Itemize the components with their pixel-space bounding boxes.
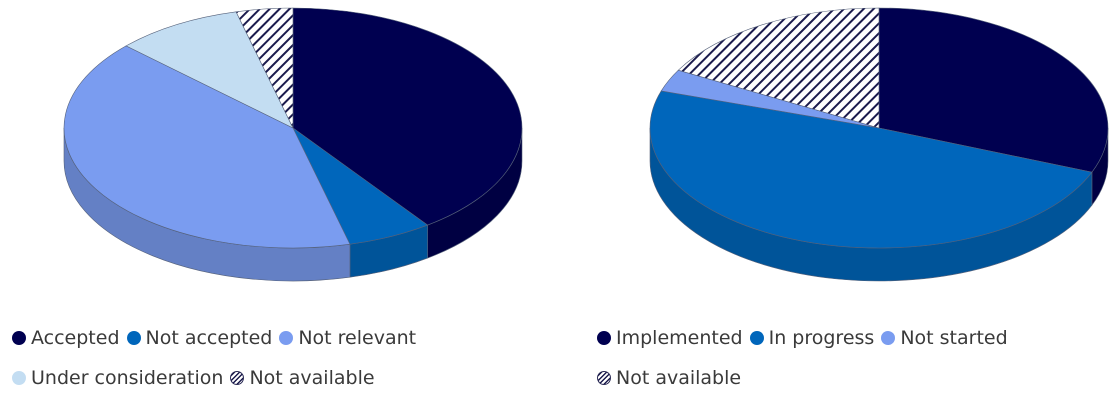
legend-item-implemented: Implemented: [597, 328, 743, 348]
pie-chart-2: [649, 7, 1109, 282]
pie-slice-under-consideration: [125, 11, 294, 129]
legend-label-not-accepted: Not accepted: [145, 327, 273, 349]
pie-slice-not-available: [235, 7, 294, 129]
legend-label-not-started: Not started: [900, 327, 1008, 349]
pie-chart-1: [63, 7, 523, 282]
legend-swatch-not-started: [881, 331, 896, 345]
pie-slice-not-relevant: [63, 45, 351, 249]
pie-slice-in-progress: [649, 90, 1093, 249]
legend-swatch-not-relevant: [279, 331, 294, 345]
legend-swatch-implemented: [597, 331, 611, 345]
legend-item-not-available-2: Not available: [597, 368, 741, 388]
charts-canvas: [63, 7, 1109, 282]
legend-swatch-not-available: [230, 371, 245, 385]
legend-item-not-accepted: Not accepted: [126, 327, 273, 349]
legend-label-accepted: Accepted: [31, 327, 120, 349]
legend-item-in-progress: In progress: [749, 327, 875, 349]
pie-slice-not-available: [677, 7, 880, 129]
legend-item-accepted: Accepted: [12, 328, 120, 348]
legend-label-under-consideration: Under consideration: [31, 367, 224, 389]
legend-item-not-started: Not started: [881, 327, 1008, 349]
legend-swatch-not-accepted: [126, 331, 141, 345]
legend-label-not-available: Not available: [249, 367, 375, 389]
pie-slice-implemented: [878, 7, 1109, 173]
legend-label-in-progress: In progress: [768, 327, 875, 349]
legend-swatch-accepted: [12, 331, 26, 345]
legend-label-not-available-2: Not available: [616, 367, 742, 389]
legend-swatch-under-consideration: [12, 371, 26, 385]
legend-label-not-relevant: Not relevant: [298, 327, 417, 349]
legend-label-implemented: Implemented: [616, 327, 743, 349]
legend-chart-1: Accepted Not accepted Not relevant Under…: [12, 328, 532, 388]
legend-item-not-available: Not available: [230, 367, 375, 389]
legend-item-not-relevant: Not relevant: [279, 328, 416, 348]
legend-chart-2: Implemented In progress Not started Not …: [597, 328, 1097, 388]
pie-slice-accepted: [292, 7, 523, 226]
legend-swatch-not-available-2: [597, 371, 611, 385]
legend-item-under-consideration: Under consideration: [12, 368, 223, 388]
legend-swatch-in-progress: [749, 331, 764, 345]
